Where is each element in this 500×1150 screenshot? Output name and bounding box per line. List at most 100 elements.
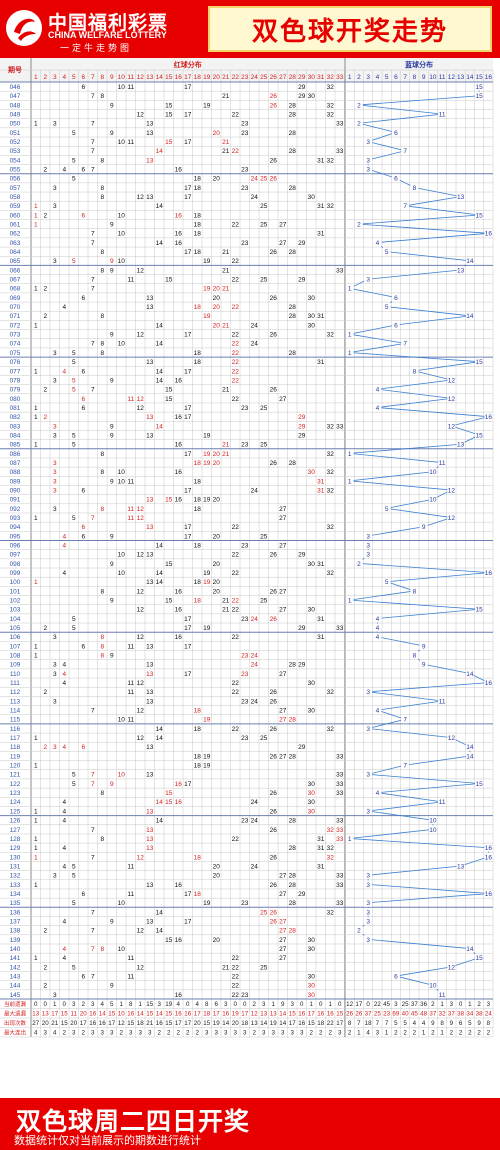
stats-blue-value: 40 — [402, 1011, 409, 1018]
blue-ball-number: 16 — [485, 414, 493, 421]
red-ball-number: 1 — [34, 121, 38, 128]
blue-ball-bg — [364, 917, 373, 926]
period-label: 118 — [10, 744, 21, 751]
red-ball-number: 29 — [298, 744, 306, 751]
red-number-header: 13 — [146, 74, 154, 81]
red-ball-number: 20 — [213, 322, 221, 329]
red-number-header: 29 — [298, 74, 306, 81]
blue-number-header: 1 — [348, 74, 352, 81]
blue-ball-bg — [391, 174, 400, 183]
red-ball-number: 22 — [232, 570, 240, 577]
red-ball-number: 6 — [81, 212, 85, 219]
red-ball-number: 4 — [62, 845, 66, 852]
period-label: 133 — [10, 882, 21, 889]
red-ball-number: 26 — [270, 689, 278, 696]
period-label: 062 — [10, 231, 21, 238]
stats-blue-value: 38 — [476, 1011, 483, 1018]
red-ball-number: 18 — [194, 212, 202, 219]
red-ball-number: 29 — [298, 240, 306, 247]
blue-ball-number: 15 — [476, 781, 484, 788]
period-label: 051 — [10, 130, 21, 137]
stats-red-value: 15 — [289, 1011, 296, 1018]
red-ball-number: 4 — [62, 680, 66, 687]
red-ball-number: 16 — [175, 634, 183, 641]
stats-blue-value: 3 — [450, 1001, 454, 1008]
red-ball-number: 13 — [146, 827, 154, 834]
stats-blue-value: 26 — [355, 1011, 362, 1018]
red-ball-number: 17 — [184, 781, 192, 788]
period-label: 052 — [10, 139, 21, 146]
blue-ball-bg — [401, 761, 410, 770]
stats-blue-value: 4 — [366, 1030, 370, 1037]
blue-ball-number: 13 — [457, 267, 465, 274]
red-ball-number: 8 — [100, 157, 104, 164]
stats-red-value: 14 — [260, 1020, 267, 1027]
period-label: 143 — [10, 973, 21, 980]
red-ball-number: 21 — [222, 139, 230, 146]
blue-ball-number: 14 — [466, 258, 474, 265]
red-ball-number: 9 — [110, 258, 114, 265]
red-ball-number: 2 — [43, 964, 47, 971]
red-ball-number: 32 — [327, 570, 335, 577]
red-ball-number: 13 — [146, 662, 154, 669]
red-ball-number: 4 — [62, 368, 66, 375]
red-ball-number: 28 — [289, 102, 297, 109]
blue-ball-bg — [345, 449, 354, 458]
blue-ball-bg — [456, 265, 465, 274]
blue-ball-bg — [484, 678, 493, 687]
stats-red-value: 0 — [63, 1001, 67, 1008]
stats-red-value: 16 — [298, 1020, 305, 1027]
blue-ball-number: 12 — [448, 377, 456, 384]
period-label: 112 — [10, 689, 21, 696]
red-ball-number: 2 — [43, 167, 47, 174]
red-ball-number: 21 — [222, 598, 230, 605]
red-ball-number: 28 — [289, 882, 297, 889]
blue-ball-number: 5 — [385, 579, 389, 586]
stats-red-value: 17 — [289, 1020, 296, 1027]
stats-red-value: 27 — [32, 1020, 39, 1027]
red-ball-number: 28 — [289, 148, 297, 155]
red-ball-number: 25 — [260, 442, 268, 449]
red-number-header: 23 — [241, 74, 249, 81]
red-ball-number: 8 — [100, 341, 104, 348]
stats-blue-value: 37 — [429, 1011, 436, 1018]
red-ball-number: 28 — [289, 350, 297, 357]
blue-ball-bg — [391, 321, 400, 330]
red-ball-number: 19 — [203, 579, 211, 586]
stats-red-value: 13 — [251, 1020, 258, 1027]
stats-red-value: 2 — [82, 1001, 86, 1008]
red-ball-number: 23 — [241, 992, 249, 999]
blue-ball-number: 8 — [413, 588, 417, 595]
red-ball-number: 31 — [317, 478, 325, 485]
red-ball-number: 8 — [100, 643, 104, 650]
red-ball-number: 1 — [34, 322, 38, 329]
red-ball-number: 18 — [194, 891, 202, 898]
blue-ball-bg — [401, 339, 410, 348]
red-ball-number: 18 — [194, 359, 202, 366]
red-ball-number: 19 — [203, 451, 211, 458]
blue-ball-bg — [447, 376, 456, 385]
lottery-logo-icon — [6, 10, 42, 46]
red-ball-number: 8 — [100, 93, 104, 100]
red-ball-number: 10 — [118, 212, 126, 219]
red-ball-number: 17 — [184, 671, 192, 678]
blue-ball-number: 3 — [366, 882, 370, 889]
stats-red-value: 22 — [327, 1020, 334, 1027]
red-ball-number: 20 — [213, 451, 221, 458]
blue-ball-bg — [465, 944, 474, 953]
blue-ball-number: 9 — [422, 524, 426, 531]
red-ball-number: 17 — [184, 332, 192, 339]
red-ball-number: 8 — [100, 588, 104, 595]
red-number-header: 12 — [137, 74, 145, 81]
red-ball-number: 4 — [62, 671, 66, 678]
red-ball-number: 32 — [327, 726, 335, 733]
red-ball-number: 31 — [317, 157, 325, 164]
red-ball-number: 12 — [137, 194, 145, 201]
period-label: 124 — [10, 799, 21, 806]
red-number-header: 9 — [110, 74, 114, 81]
red-ball-number: 18 — [194, 460, 202, 467]
red-ball-number: 30 — [308, 799, 316, 806]
period-label: 094 — [10, 524, 21, 531]
red-ball-number: 27 — [279, 607, 287, 614]
red-ball-number: 22 — [232, 992, 240, 999]
